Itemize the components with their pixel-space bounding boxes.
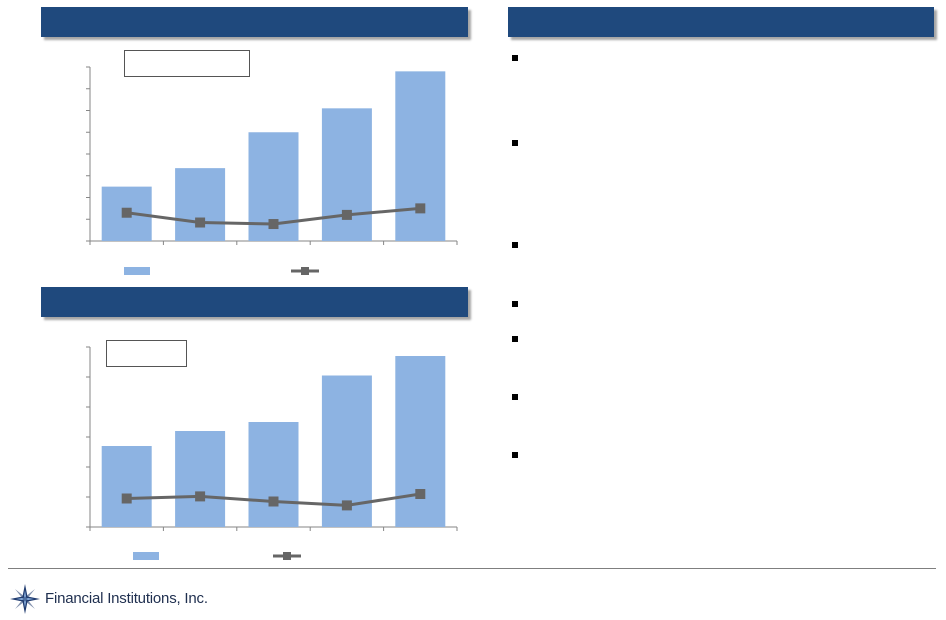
line-point-marker [415,203,426,214]
bottom-left-section-header [41,287,468,317]
line-point-marker [121,207,132,218]
bar [395,71,446,241]
bullet-point [512,394,518,400]
top-chart-callout-box [124,50,250,77]
bullet-point [512,301,518,307]
line-point-marker [195,491,206,502]
bar [175,431,226,527]
line-point-marker [341,500,352,511]
footer-divider [8,568,936,569]
top-left-section-header [41,7,468,37]
bullet-point [512,55,518,61]
bar [321,108,372,241]
line-point-marker [341,209,352,220]
legend-line-marker [301,267,309,275]
bullet-point [512,140,518,146]
line-point-marker [268,219,279,230]
bar [101,446,152,527]
bullet-point [512,336,518,342]
compass-star-logo-icon [10,584,40,614]
line-point-marker [268,496,279,507]
legend-bar-swatch [133,552,159,560]
top-right-section-header [508,7,934,37]
bar [175,168,226,241]
line-point-marker [195,217,206,228]
line-point-marker [415,489,426,499]
legend-line-marker [283,552,291,560]
legend-bar-swatch [124,267,150,275]
bottom-chart-callout-box [106,340,187,367]
bullet-point [512,242,518,248]
bullet-point [512,452,518,458]
bar [395,356,446,527]
company-name: Financial Institutions, Inc. [45,590,208,607]
line-point-marker [121,493,132,504]
bar [248,422,299,527]
